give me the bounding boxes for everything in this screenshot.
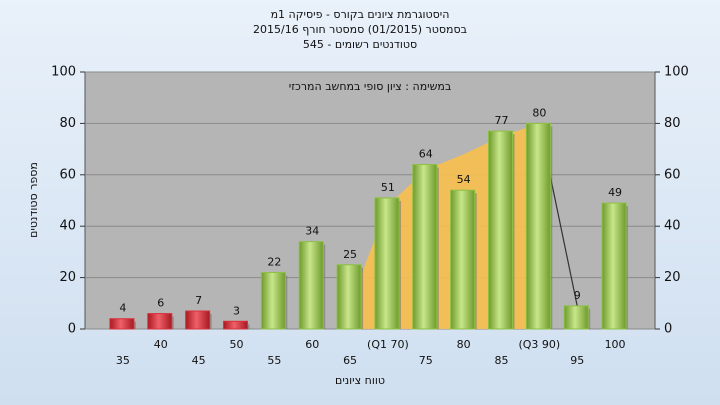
value-label: 4 xyxy=(119,302,126,315)
x-tick-label: 95 xyxy=(570,354,584,367)
x-tick-label: 55 xyxy=(267,354,281,367)
bar xyxy=(412,164,438,330)
bar xyxy=(525,122,551,330)
y-tick-label: 20 xyxy=(59,270,76,285)
x-tick-label: 50 xyxy=(230,338,244,351)
y-tick-label: 60 xyxy=(59,167,76,182)
bar xyxy=(223,320,248,330)
bar xyxy=(336,264,362,330)
value-label: 6 xyxy=(157,297,164,310)
x-tick-label: 35 xyxy=(116,354,130,367)
x-tick-label: 100 xyxy=(605,338,626,351)
subtitle: סטודנטים רשומים - 545 xyxy=(303,38,417,51)
bar xyxy=(109,318,135,330)
value-label: 22 xyxy=(267,255,281,268)
x-tick-label: 85 xyxy=(495,354,509,367)
value-label: 3 xyxy=(233,304,240,317)
value-label: 25 xyxy=(343,248,357,261)
y2-tick-label: 0 xyxy=(664,322,672,337)
value-label: 51 xyxy=(381,181,395,194)
y-axis-label: מספר סטודנטים xyxy=(27,162,40,238)
x-tick-label: 75 xyxy=(419,354,433,367)
bar xyxy=(260,271,286,330)
x-tick-label: 45 xyxy=(192,354,206,367)
bar xyxy=(488,130,513,330)
x-tick-label: 40 xyxy=(154,338,168,351)
x-tick-label: (Q3 90) xyxy=(518,338,560,351)
x-tick-label: 65 xyxy=(343,354,357,367)
value-label: 80 xyxy=(532,106,546,119)
value-label: 7 xyxy=(195,294,202,307)
x-tick-label: 80 xyxy=(457,338,471,351)
subtitle: בסמסטר (01/2015) סמסטר חורף 2015/16 xyxy=(253,23,467,36)
y-tick-label: 80 xyxy=(59,116,76,131)
x-tick-label: 60 xyxy=(305,338,319,351)
x-axis-label: טווח ציונים xyxy=(335,374,385,387)
y2-tick-label: 80 xyxy=(664,116,681,131)
y2-tick-label: 60 xyxy=(664,167,681,182)
bar xyxy=(185,310,211,330)
y-tick-label: 100 xyxy=(51,65,76,80)
bar xyxy=(450,189,476,330)
x-tick-label: (Q1 70) xyxy=(367,338,409,351)
bar xyxy=(298,241,324,330)
chart-title: היסטוגרמת ציונים בקורס - פיסיקה 1מ xyxy=(271,8,450,21)
y2-tick-label: 100 xyxy=(664,65,689,80)
annotation: במשימה : ציון סופי במחשב המרכזי xyxy=(289,80,452,93)
y2-tick-label: 20 xyxy=(664,270,681,285)
value-label: 34 xyxy=(305,225,319,238)
bar xyxy=(147,313,173,330)
value-label: 77 xyxy=(495,114,509,127)
bar xyxy=(374,197,400,330)
bar xyxy=(601,202,627,330)
value-label: 49 xyxy=(608,186,622,199)
bar xyxy=(563,305,589,330)
value-label: 9 xyxy=(574,289,581,302)
y2-tick-label: 40 xyxy=(664,219,681,234)
value-label: 64 xyxy=(419,148,433,161)
y-tick-label: 40 xyxy=(59,219,76,234)
value-label: 54 xyxy=(457,173,471,186)
y-tick-label: 0 xyxy=(68,322,76,337)
